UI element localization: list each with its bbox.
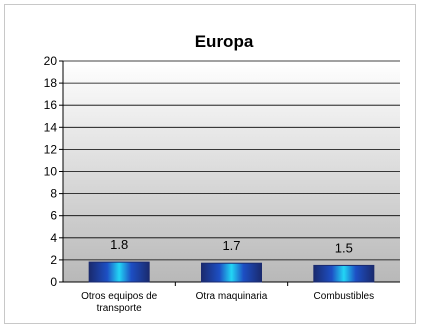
y-tick-label: 20: [44, 54, 58, 68]
y-tick-label: 14: [44, 120, 58, 134]
y-tick-label: 18: [44, 76, 58, 90]
data-label: 1.5: [335, 240, 353, 255]
category-label: Combustibles: [314, 291, 375, 302]
y-tick-label: 2: [50, 253, 57, 267]
y-tick-label: 16: [44, 98, 58, 112]
y-tick-label: 0: [50, 275, 57, 289]
chart-title: Europa: [195, 32, 254, 51]
y-tick-label: 10: [44, 165, 58, 179]
category-label: transporte: [97, 303, 142, 314]
bar: [88, 261, 150, 283]
bar: [313, 264, 375, 283]
y-tick-label: 4: [50, 231, 57, 245]
y-tick-label: 6: [50, 209, 57, 223]
data-label: 1.7: [222, 238, 240, 253]
category-label: Otros equipos de: [81, 291, 158, 302]
y-tick-label: 8: [50, 187, 57, 201]
bar: [201, 262, 262, 283]
y-tick-label: 12: [44, 142, 58, 156]
category-label: Otra maquinaria: [196, 291, 268, 302]
data-label: 1.8: [110, 237, 128, 252]
